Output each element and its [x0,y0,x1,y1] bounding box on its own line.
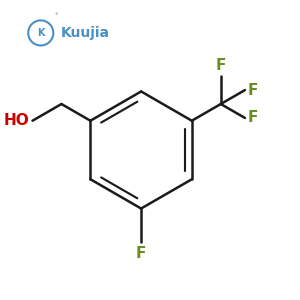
Text: K: K [37,28,44,38]
Text: F: F [216,58,226,73]
Text: °: ° [55,13,58,19]
Text: F: F [247,82,257,98]
Text: Kuujia: Kuujia [60,26,109,40]
Text: F: F [247,110,257,125]
Text: F: F [136,246,146,261]
Text: HO: HO [4,113,30,128]
